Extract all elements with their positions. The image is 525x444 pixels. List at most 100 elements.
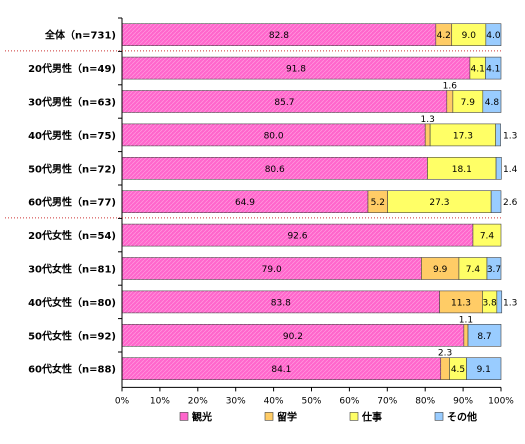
value-label: 5.2 (371, 198, 385, 208)
legend: 観光 留学 仕事 その他 (179, 410, 477, 423)
value-labels-layer: 82.8 4.2 9.0 4.0 91.8 4.1 4.1 85.7 1.67.9 4.8 80.0… (235, 31, 518, 375)
category-label: 30代女性（n=81) (28, 263, 116, 276)
value-label: 84.1 (271, 365, 291, 375)
x-tick-label: 60% (339, 396, 359, 406)
legend-swatch (264, 412, 274, 421)
value-label: 1.3 (503, 298, 517, 308)
value-label: 7.4 (466, 265, 481, 275)
category-label: 60代女性（n=88) (28, 363, 116, 376)
value-label: 4.2 (437, 31, 451, 41)
value-label: 4.1 (486, 65, 500, 75)
value-label: 2.3 (438, 349, 452, 359)
bars-layer (121, 23, 503, 381)
x-tick-label: 70% (377, 396, 397, 406)
x-tick-label: 50% (301, 396, 321, 406)
bar-segment-hatch (122, 57, 470, 80)
category-label: 全体（n=731) (44, 29, 116, 42)
legend-swatch (434, 412, 444, 421)
value-label: 8.7 (477, 332, 491, 342)
value-label: 7.4 (480, 232, 495, 242)
bar-segment-hatch (122, 224, 473, 247)
category-label: 30代男性（n=63) (28, 96, 116, 109)
bar-segment-1 (446, 90, 454, 113)
bar-segment-1 (463, 323, 469, 347)
x-tick-label: 80% (415, 396, 435, 406)
bar-segment-3 (495, 157, 502, 180)
bar-segment-hatch (122, 23, 436, 46)
bar-segment-3 (467, 323, 502, 347)
bar-segment-3 (486, 257, 502, 280)
value-label: 82.8 (269, 31, 289, 41)
x-tick-label: 100% (488, 396, 514, 406)
legend-label: その他 (447, 410, 477, 423)
legend-swatch (349, 412, 359, 421)
bar-segment-1 (424, 123, 431, 147)
bar-segment-hatch (122, 257, 422, 280)
bar-segment-3 (485, 56, 502, 80)
value-label: 9.1 (477, 365, 491, 375)
value-label: 18.1 (452, 165, 472, 175)
legend-swatch (179, 412, 189, 421)
x-tick-label: 10% (150, 396, 170, 406)
x-tick-label: 40% (264, 396, 284, 406)
legend-label: 仕事 (361, 410, 382, 423)
value-label: 3.7 (487, 265, 501, 275)
bar-segment-3 (496, 290, 503, 314)
bar-segment-3 (482, 90, 502, 113)
value-label: 1.3 (503, 131, 517, 141)
bar-segment-hatch (122, 190, 368, 213)
value-label: 9.9 (433, 265, 448, 275)
x-tick-label: 30% (226, 396, 246, 406)
category-label: 40代女性（n=80) (28, 296, 116, 309)
value-label: 1.3 (420, 115, 434, 125)
category-label: 60代男性（n=77) (28, 196, 116, 209)
value-label: 17.3 (453, 131, 473, 141)
bar-segment-hatch (122, 290, 440, 313)
category-label: 20代女性（n=54) (28, 229, 116, 242)
value-label: 2.6 (503, 198, 518, 208)
bar-segment-hatch (122, 157, 428, 180)
bar-segment-hatch (122, 90, 447, 113)
value-label: 1.1 (459, 315, 473, 325)
value-label: 3.8 (482, 298, 497, 308)
legend-label: 留学 (277, 410, 297, 423)
bar-segment-hatch (122, 324, 464, 347)
bar-segment-1 (440, 357, 450, 381)
bar-segment-2 (472, 223, 502, 247)
category-label: 50代女性（n=92) (28, 329, 116, 342)
x-axis: 0% 10% 20% 30% 40% 50% 60% 70% 80% 90% 100% (5, 17, 514, 406)
bar-segment-3 (485, 23, 502, 47)
value-label: 90.2 (283, 332, 303, 342)
bar-segment-3 (490, 190, 502, 213)
bar-segment-3 (466, 357, 502, 381)
value-label: 4.8 (485, 98, 500, 108)
category-label: 50代男性（n=72) (28, 162, 116, 175)
value-label: 85.7 (274, 98, 294, 108)
x-tick-label: 20% (188, 396, 208, 406)
value-label: 80.6 (265, 165, 285, 175)
value-label: 4.1 (471, 65, 485, 75)
category-label: 40代男性（n=75) (28, 129, 116, 142)
value-label: 4.5 (451, 365, 465, 375)
category-label: 20代男性（n=49) (28, 62, 116, 75)
value-label: 11.3 (451, 298, 471, 308)
value-label: 64.9 (235, 198, 255, 208)
value-label: 79.0 (262, 265, 282, 275)
category-labels: 全体（n=731) 20代男性（n=49) 30代男性（n=63) 40代男性（n=7… (28, 29, 116, 376)
value-label: 80.0 (264, 131, 284, 141)
value-label: 7.9 (461, 98, 476, 108)
value-label: 27.3 (429, 198, 449, 208)
value-label: 92.6 (287, 232, 307, 242)
value-label: 9.0 (462, 31, 477, 41)
value-label: 4.0 (486, 31, 501, 41)
bar-segment-hatch (122, 123, 426, 146)
value-label: 1.4 (503, 165, 518, 175)
x-tick-label: 90% (453, 396, 473, 406)
x-tick-label: 0% (115, 396, 130, 406)
bar-segment-3 (495, 123, 501, 147)
legend-label: 観光 (192, 410, 212, 423)
value-label: 83.8 (271, 298, 291, 308)
bar-segment-hatch (122, 357, 441, 380)
